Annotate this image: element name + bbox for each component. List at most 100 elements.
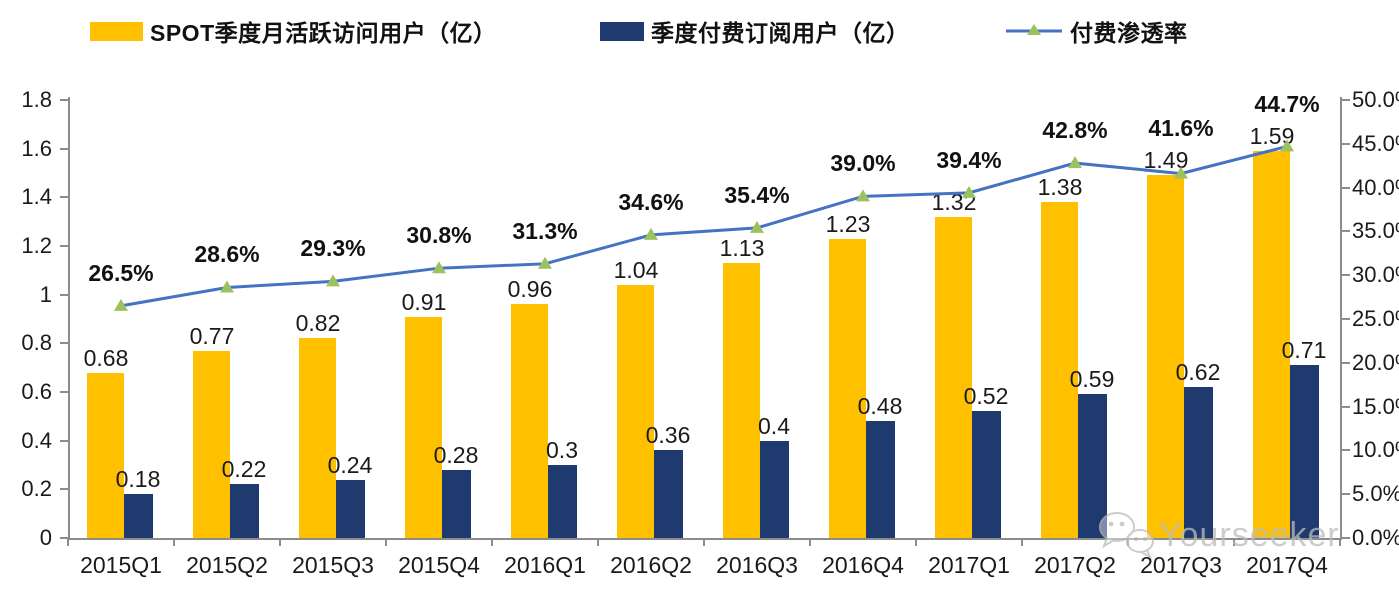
x-axis-tick xyxy=(703,538,705,546)
subs-legend-label: 季度付费订阅用户（亿） xyxy=(651,20,910,46)
subs-value-label: 0.18 xyxy=(115,466,161,493)
right-axis-tick-label: 0.0% xyxy=(1352,525,1399,550)
subs-value-label: 0.71 xyxy=(1281,337,1327,364)
x-axis-tick xyxy=(915,538,917,546)
x-axis-tick xyxy=(1233,538,1235,546)
left-axis-tick xyxy=(60,439,68,442)
left-axis-tick xyxy=(60,391,68,393)
right-axis-tick xyxy=(1342,537,1350,539)
bar-mau xyxy=(87,372,124,538)
legend-item-mau: SPOT季度月活跃访问用户（亿） xyxy=(90,14,497,48)
bar-subs xyxy=(654,450,683,538)
subs-value-label: 0.48 xyxy=(857,393,903,420)
right-axis-tick xyxy=(1342,99,1350,101)
penetration-value-label: 26.5% xyxy=(88,259,154,286)
bar-mau xyxy=(829,238,866,538)
left-axis-tick-label: 1.2 xyxy=(21,233,52,258)
mau-value-label: 0.77 xyxy=(189,322,235,349)
subs-value-label: 0.3 xyxy=(546,437,578,463)
bar-mau xyxy=(299,338,336,538)
left-axis-tick-label: 1.6 xyxy=(21,135,52,161)
mau-value-label: 1.13 xyxy=(719,235,765,262)
bar-subs xyxy=(124,494,153,538)
x-axis-label: 2017Q2 xyxy=(1034,552,1116,578)
x-axis-tick xyxy=(385,538,387,546)
penetration-marker xyxy=(750,220,764,233)
bar-subs xyxy=(1290,365,1319,538)
right-axis-tick-label: 45.0% xyxy=(1352,130,1399,156)
left-axis-tick xyxy=(60,342,68,345)
right-axis-tick-label: 30.0% xyxy=(1352,262,1399,288)
penetration-legend-swatch xyxy=(1006,24,1062,35)
left-axis-tick-label: 0 xyxy=(39,525,52,550)
x-axis-label: 2016Q2 xyxy=(610,552,692,578)
subs-value-label: 0.62 xyxy=(1175,359,1221,386)
penetration-value-label: 35.4% xyxy=(724,181,790,208)
right-axis-tick xyxy=(1342,274,1350,277)
x-axis-label: 2015Q3 xyxy=(292,552,374,578)
bar-subs xyxy=(1078,394,1107,538)
right-axis-tick-label: 50.0% xyxy=(1352,87,1399,112)
x-axis-tick xyxy=(173,538,175,546)
mau-value-label: 0.91 xyxy=(401,288,447,315)
mau-legend-swatch xyxy=(90,21,143,41)
penetration-marker xyxy=(114,298,128,311)
x-axis-label: 2017Q4 xyxy=(1246,552,1328,578)
left-axis-line xyxy=(68,97,70,539)
penetration-value-label: 29.3% xyxy=(300,235,366,262)
right-axis-tick xyxy=(1342,405,1350,408)
penetration-marker xyxy=(644,227,658,240)
watermark: Yourseeker xyxy=(1093,508,1340,562)
right-axis-tick-label: 5.0% xyxy=(1352,481,1399,507)
right-axis-tick xyxy=(1342,142,1350,145)
watermark-text: Yourseeker xyxy=(1159,515,1340,554)
left-axis-tick xyxy=(60,245,68,247)
right-axis-tick-label: 40.0% xyxy=(1352,174,1399,200)
mau-value-label: 1.59 xyxy=(1249,123,1295,150)
subs-value-label: 0.22 xyxy=(221,456,267,483)
penetration-legend-label: 付费渗透率 xyxy=(1070,20,1188,46)
x-axis-label: 2015Q4 xyxy=(398,552,480,578)
right-axis-tick-label: 25.0% xyxy=(1352,306,1399,331)
mau-value-label: 1.23 xyxy=(825,210,871,237)
x-axis-label: 2016Q1 xyxy=(504,552,586,578)
left-axis-tick-label: 0.4 xyxy=(21,427,52,453)
bar-mau xyxy=(723,263,760,538)
penetration-marker xyxy=(538,256,552,269)
bar-subs xyxy=(760,440,789,538)
subs-legend-swatch xyxy=(600,21,644,41)
left-axis-tick-label: 0.6 xyxy=(21,379,52,404)
left-axis-tick-label: 0.2 xyxy=(21,476,52,502)
penetration-value-label: 28.6% xyxy=(194,241,260,268)
mau-value-label: 0.96 xyxy=(507,276,553,303)
left-axis-tick xyxy=(60,537,68,539)
x-axis-label: 2015Q2 xyxy=(186,552,268,578)
right-axis-line xyxy=(1340,97,1342,539)
penetration-value-label: 30.8% xyxy=(406,222,472,249)
left-axis-tick xyxy=(60,488,68,491)
x-axis-tick xyxy=(809,538,811,546)
legend-item-subs: 季度付费订阅用户（亿） xyxy=(600,14,910,48)
penetration-value-label: 39.0% xyxy=(830,150,896,177)
wechat-icon xyxy=(1099,512,1154,560)
bar-subs xyxy=(1184,387,1213,538)
subs-value-label: 0.36 xyxy=(645,422,691,449)
right-axis-tick xyxy=(1342,230,1350,233)
penetration-value-label: 41.6% xyxy=(1148,115,1214,142)
left-axis-tick xyxy=(60,196,68,199)
right-axis-tick-label: 20.0% xyxy=(1352,349,1399,375)
penetration-marker xyxy=(856,189,870,202)
right-axis-tick-label: 15.0% xyxy=(1352,393,1399,419)
penetration-value-label: 34.6% xyxy=(618,188,684,215)
mau-value-label: 0.82 xyxy=(295,310,341,337)
x-axis-tick xyxy=(67,538,69,546)
penetration-value-label: 42.8% xyxy=(1042,117,1108,144)
bar-subs xyxy=(230,484,259,538)
subs-value-label: 0.4 xyxy=(758,412,790,439)
left-axis-tick-label: 1.4 xyxy=(21,184,52,210)
x-axis-label: 2016Q3 xyxy=(716,552,798,578)
mau-legend-label: SPOT季度月活跃访问用户（亿） xyxy=(150,20,497,46)
right-axis-tick xyxy=(1342,361,1350,364)
x-axis-label: 2015Q1 xyxy=(80,552,162,578)
